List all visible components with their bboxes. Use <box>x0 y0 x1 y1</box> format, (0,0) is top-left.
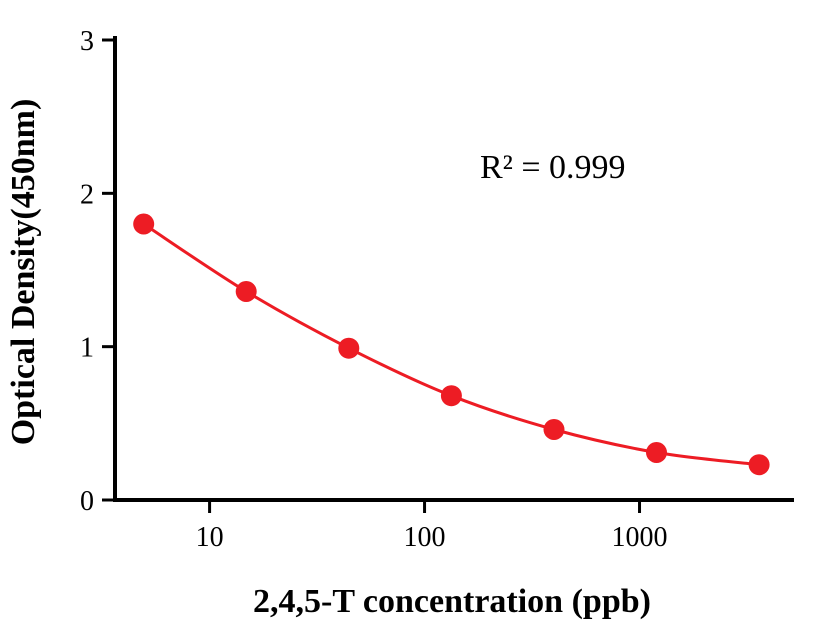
y-tick-label: 2 <box>80 179 94 210</box>
data-point <box>133 213 155 235</box>
y-tick-label: 0 <box>80 486 94 517</box>
data-point <box>646 442 667 463</box>
x-tick-label: 100 <box>404 522 446 553</box>
data-point <box>543 419 565 440</box>
data-point <box>235 281 257 302</box>
curve-line <box>142 222 761 467</box>
y-axis-label: Optical Density(450nm) <box>5 99 42 446</box>
data-point <box>338 337 360 359</box>
y-tick-label: 3 <box>80 26 94 57</box>
y-tick-label: 1 <box>80 333 94 364</box>
x-tick-label: 1000 <box>612 522 668 553</box>
data-point <box>440 385 462 407</box>
axes <box>113 36 794 502</box>
x-axis-ticks: 10 100 1000 <box>196 500 668 553</box>
x-axis-label: 2,4,5-T concentration (ppb) <box>253 583 651 620</box>
x-tick-label: 10 <box>196 522 224 553</box>
y-axis-ticks: 0 1 2 3 <box>80 26 115 517</box>
data-points <box>133 213 770 476</box>
r-squared-annotation: R² = 0.999 <box>480 149 626 186</box>
data-point <box>748 454 770 476</box>
